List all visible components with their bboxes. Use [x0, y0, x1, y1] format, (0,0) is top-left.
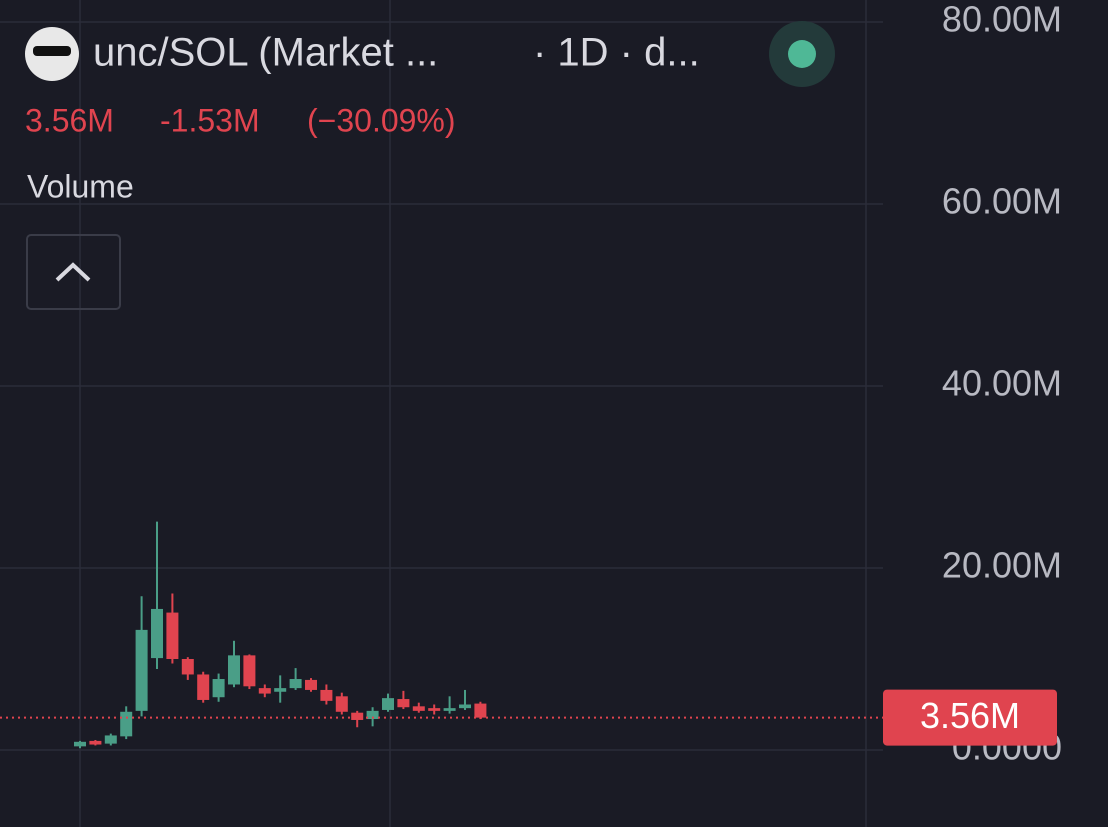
indicator-label: Volume	[27, 168, 134, 204]
candle-body	[228, 655, 240, 685]
candle-body	[305, 679, 317, 690]
change-pct: (−30.09%)	[307, 102, 456, 138]
chevron-icon	[55, 262, 91, 282]
candle-body	[459, 704, 471, 709]
candle-body	[335, 696, 348, 712]
candle-body	[258, 688, 271, 694]
candle-body	[428, 708, 441, 711]
plot	[0, 21, 883, 751]
candle-body	[135, 629, 148, 711]
y-tick-label: 20.00M	[942, 545, 1062, 586]
candle-body	[474, 703, 487, 718]
candle-body	[89, 740, 102, 745]
candle-body	[289, 679, 302, 689]
status-dot	[788, 40, 816, 68]
candle-body	[104, 735, 117, 744]
candle-body	[166, 612, 179, 659]
candle-body	[274, 688, 287, 692]
candle-body	[443, 708, 456, 711]
change: -1.53M	[160, 102, 260, 138]
candle-body	[74, 741, 86, 747]
candle-body	[197, 674, 210, 700]
candle-body	[212, 679, 225, 698]
y-tick-label: 40.00M	[942, 363, 1062, 404]
price: 3.56M	[25, 102, 114, 138]
interval: · 1D · d...	[533, 31, 700, 75]
last-price-label: 3.56M	[920, 695, 1020, 736]
last-price-box	[883, 689, 1057, 746]
candle-body	[181, 659, 194, 675]
y-tick-label: 60.00M	[942, 181, 1062, 222]
candle-body	[397, 699, 410, 708]
candle-body	[120, 711, 133, 737]
avatar-glasses	[33, 46, 71, 56]
candle-body	[243, 655, 256, 687]
candle-body	[320, 689, 333, 701]
candle-body	[382, 698, 394, 710]
candle-body	[351, 712, 364, 720]
legend-header: unc/SOL (Market ... · 1D · d... 3.56M -1…	[25, 21, 835, 310]
candle-body	[366, 710, 379, 720]
collapse-button[interactable]	[26, 234, 121, 310]
y-tick-label: 80.00M	[942, 0, 1062, 40]
candle-body	[151, 608, 163, 659]
vertical-grid	[79, 0, 867, 827]
candle-body	[412, 706, 425, 711]
pair-title: unc/SOL (Market ...	[93, 31, 438, 75]
